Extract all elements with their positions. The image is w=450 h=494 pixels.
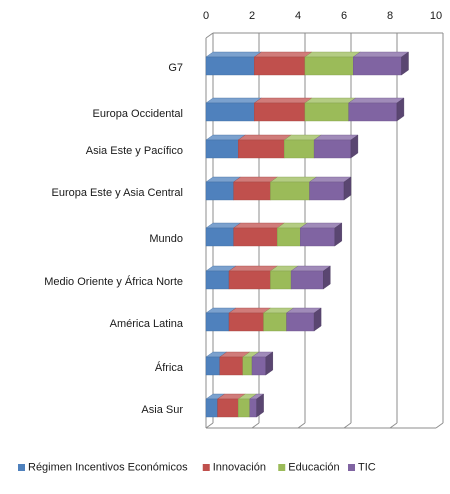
- bar-segment-side: [350, 134, 359, 159]
- bar-segment-side: [313, 307, 322, 332]
- bar-segment-side: [401, 51, 409, 76]
- bar-segment: [304, 102, 349, 122]
- category-label: G7: [168, 62, 183, 74]
- bar-segment-top: [253, 51, 313, 58]
- bar-segment-side: [323, 265, 331, 290]
- bar-segment: [219, 356, 244, 376]
- bar-segment: [270, 181, 310, 201]
- category-label: Medio Oriente y África Norte: [44, 275, 183, 288]
- bar-segment-side: [343, 176, 352, 201]
- category-label: América Latina: [110, 318, 184, 330]
- bar-segment-side: [396, 97, 405, 122]
- x-tick-label: 4: [295, 10, 301, 22]
- legend-swatch: [348, 464, 355, 471]
- bar-segment: [205, 398, 218, 418]
- floor-tick: [343, 422, 352, 429]
- legend-label: Innovación: [213, 462, 266, 474]
- bar-segment-top: [237, 134, 292, 141]
- x-tick-label: 6: [341, 10, 347, 22]
- legend: Régimen Incentivos Económicos Innovación E…: [18, 462, 376, 474]
- x-tick-label: 8: [387, 10, 393, 22]
- bar-segment: [237, 398, 250, 418]
- bar-segment: [205, 270, 230, 290]
- legend-label: Régimen Incentivos Económicos: [28, 462, 188, 474]
- bar-segment: [286, 312, 315, 332]
- bar-segment-top: [304, 97, 357, 104]
- category-label: África: [155, 361, 184, 374]
- bar-segment-top: [352, 51, 410, 58]
- bar-segment-top: [347, 97, 405, 104]
- bar-segment: [348, 102, 398, 122]
- legend-swatch: [18, 464, 25, 471]
- bar-segment: [205, 139, 239, 159]
- bar-segment: [205, 102, 255, 122]
- bar-segment-top: [253, 97, 313, 104]
- bar-segment: [277, 227, 301, 247]
- x-axis-tick-labels: 0 2 4 6 8 10: [203, 10, 442, 22]
- bar-segment-top: [228, 265, 279, 272]
- bar-segment: [304, 56, 354, 76]
- floor-tick: [205, 422, 214, 429]
- floor-tick: [389, 422, 398, 429]
- bar-segment: [270, 270, 292, 290]
- bar-segment-top: [232, 176, 279, 183]
- bar-segment-side: [256, 393, 264, 418]
- bar-segment: [228, 270, 271, 290]
- bar-segment: [217, 398, 239, 418]
- legend-swatch: [202, 464, 210, 471]
- bar-segment: [300, 227, 335, 247]
- category-label: Mundo: [149, 233, 183, 245]
- bar-segment: [254, 56, 306, 76]
- bar-segment: [313, 139, 352, 159]
- bar-segment: [353, 56, 402, 76]
- bar-segment: [242, 356, 253, 376]
- bar-segment: [290, 270, 324, 290]
- bar-segment: [251, 356, 267, 376]
- bar-segment-top: [269, 176, 318, 183]
- bar-segment-top: [304, 51, 361, 58]
- wall-top-edge: [205, 32, 214, 39]
- bar-segment: [254, 102, 306, 122]
- legend-label: TIC: [358, 462, 376, 474]
- bar-segment: [233, 181, 271, 201]
- category-label: Europa Occidental: [93, 108, 184, 120]
- bar-segment: [205, 227, 234, 247]
- floor-tick: [251, 422, 260, 429]
- bar-segment-side: [334, 222, 342, 247]
- category-label: Asia Este y Pacífico: [86, 145, 183, 157]
- legend-swatch: [278, 464, 286, 471]
- x-tick-label: 2: [249, 10, 255, 22]
- category-labels: G7 Europa Occidental Asia Este y Pacífico E…: [44, 62, 184, 416]
- category-label: Europa Este y Asia Central: [52, 187, 183, 199]
- bar-segment: [249, 398, 257, 418]
- bar-segment: [205, 181, 234, 201]
- bar-segment-top: [205, 97, 262, 104]
- floor-tick: [297, 422, 306, 429]
- bar-segment: [205, 56, 255, 76]
- bar-segment: [233, 227, 278, 247]
- bars: [205, 51, 410, 418]
- x-tick-label: 10: [430, 10, 442, 22]
- floor-tick: [435, 422, 444, 429]
- category-label: Asia Sur: [141, 404, 183, 416]
- bar-segment: [263, 312, 287, 332]
- bar-segment: [284, 139, 315, 159]
- bar-segment: [228, 312, 264, 332]
- x-tick-label: 0: [203, 10, 209, 22]
- bar-segment-top: [313, 134, 359, 141]
- bar-segment: [205, 356, 221, 376]
- bar-segment-top: [232, 222, 285, 229]
- bar-segment: [205, 312, 230, 332]
- legend-label: Educación: [288, 462, 339, 474]
- bar-segment-side: [265, 351, 273, 376]
- bar-segment: [309, 181, 345, 201]
- bar-segment: [237, 139, 285, 159]
- bar-segment-top: [205, 51, 262, 58]
